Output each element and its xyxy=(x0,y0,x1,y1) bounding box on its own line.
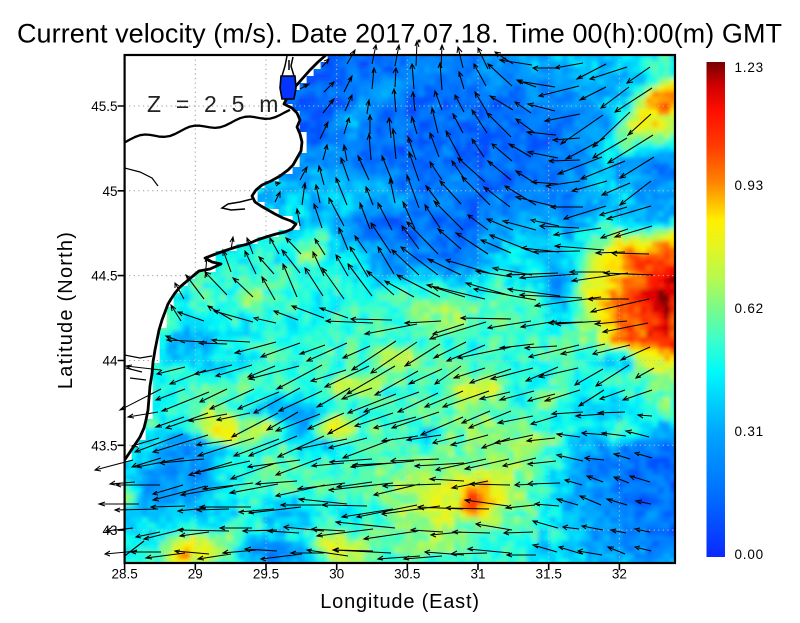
svg-text:Longitude (East): Longitude (East) xyxy=(320,591,480,613)
svg-text:Latitude (North): Latitude (North) xyxy=(55,231,77,389)
svg-text:31.5: 31.5 xyxy=(536,567,562,582)
svg-text:29: 29 xyxy=(188,567,203,582)
svg-text:1.23: 1.23 xyxy=(735,60,764,75)
svg-text:32: 32 xyxy=(612,567,627,582)
svg-text:43: 43 xyxy=(102,523,117,538)
svg-text:30.5: 30.5 xyxy=(394,567,420,582)
svg-text:0.00: 0.00 xyxy=(735,547,764,562)
svg-text:43.5: 43.5 xyxy=(91,438,117,453)
svg-text:44.5: 44.5 xyxy=(91,269,117,284)
svg-text:0.31: 0.31 xyxy=(735,424,764,439)
svg-text:Current velocity (m/s). Date 2: Current velocity (m/s). Date 2017.07.18.… xyxy=(17,19,782,49)
svg-text:28.5: 28.5 xyxy=(111,567,137,582)
svg-text:31: 31 xyxy=(470,567,485,582)
svg-text:0.93: 0.93 xyxy=(735,178,764,193)
svg-text:Z = 2.5 m: Z = 2.5 m xyxy=(147,91,283,117)
svg-text:29.5: 29.5 xyxy=(253,567,279,582)
svg-text:45.5: 45.5 xyxy=(91,99,117,114)
svg-text:0.62: 0.62 xyxy=(735,301,764,316)
svg-text:45: 45 xyxy=(102,184,117,199)
svg-text:44: 44 xyxy=(102,354,118,369)
svg-text:30: 30 xyxy=(329,567,344,582)
